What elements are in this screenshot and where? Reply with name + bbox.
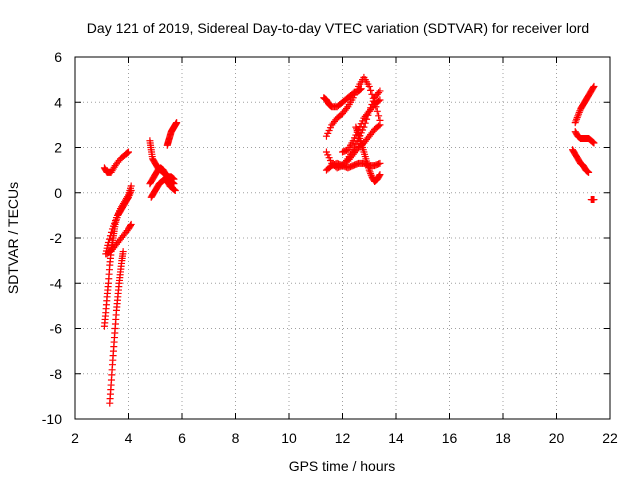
data-point bbox=[343, 104, 351, 112]
y-tick-label: -6 bbox=[50, 321, 63, 337]
data-point bbox=[572, 117, 580, 125]
data-point bbox=[376, 159, 384, 167]
x-tick-label: 8 bbox=[232, 430, 240, 446]
data-point bbox=[126, 190, 134, 198]
data-point bbox=[119, 248, 127, 256]
data-points bbox=[100, 73, 598, 407]
grid bbox=[75, 57, 610, 419]
x-tick-label: 2 bbox=[71, 430, 79, 446]
data-point bbox=[105, 235, 113, 243]
data-point bbox=[573, 114, 581, 122]
y-axis: -10 -8 -6 -4 -2 0 2 4 6 bbox=[42, 49, 610, 427]
data-point bbox=[590, 196, 598, 204]
data-point bbox=[127, 220, 135, 228]
data-point bbox=[376, 87, 384, 95]
data-point bbox=[585, 168, 593, 176]
data-point bbox=[367, 86, 375, 94]
data-point bbox=[127, 222, 135, 230]
y-tick-label: 6 bbox=[54, 49, 62, 65]
data-point bbox=[125, 193, 132, 201]
data-point bbox=[373, 107, 381, 115]
data-point bbox=[173, 119, 181, 127]
y-tick-label: -2 bbox=[50, 230, 63, 246]
x-tick-label: 6 bbox=[178, 430, 186, 446]
y-tick-label: -8 bbox=[50, 366, 63, 382]
data-point bbox=[366, 168, 374, 176]
data-point bbox=[127, 186, 135, 194]
data-point bbox=[375, 89, 383, 97]
x-tick-label: 18 bbox=[495, 430, 511, 446]
data-point bbox=[125, 148, 132, 156]
data-point bbox=[365, 82, 373, 90]
data-point bbox=[376, 121, 384, 129]
x-axis-label: GPS time / hours bbox=[289, 458, 396, 474]
x-tick-label: 20 bbox=[549, 430, 565, 446]
data-point bbox=[367, 170, 375, 178]
data-point bbox=[125, 192, 133, 200]
y-tick-label: -10 bbox=[42, 411, 62, 427]
data-point bbox=[574, 112, 582, 120]
y-tick-label: 4 bbox=[54, 94, 62, 110]
data-point bbox=[376, 171, 384, 179]
y-axis-label: SDTVAR / TECUs bbox=[5, 182, 21, 294]
x-tick-label: 10 bbox=[281, 430, 297, 446]
data-point bbox=[573, 115, 581, 123]
data-point bbox=[571, 119, 579, 127]
x-tick-label: 22 bbox=[602, 430, 618, 446]
data-point bbox=[590, 139, 598, 147]
data-point bbox=[575, 110, 583, 118]
x-tick-label: 4 bbox=[125, 430, 133, 446]
data-point bbox=[375, 172, 383, 180]
x-tick-label: 16 bbox=[442, 430, 458, 446]
data-point bbox=[590, 82, 598, 90]
x-tick-label: 12 bbox=[335, 430, 351, 446]
y-tick-label: 2 bbox=[54, 140, 62, 156]
data-point bbox=[376, 96, 384, 104]
data-point bbox=[127, 188, 135, 196]
x-axis: 2 4 6 8 10 12 14 16 18 20 22 bbox=[71, 57, 618, 446]
x-tick-label: 14 bbox=[388, 430, 404, 446]
data-point bbox=[375, 112, 383, 120]
data-point bbox=[589, 84, 597, 92]
data-point bbox=[171, 186, 179, 194]
y-tick-label: 0 bbox=[54, 185, 62, 201]
data-point bbox=[575, 108, 583, 116]
data-point bbox=[375, 122, 383, 130]
data-point bbox=[365, 166, 373, 174]
data-point bbox=[375, 97, 383, 105]
chart-title: Day 121 of 2019, Sidereal Day-to-day VTE… bbox=[87, 20, 589, 36]
y-tick-label: -4 bbox=[50, 275, 63, 291]
